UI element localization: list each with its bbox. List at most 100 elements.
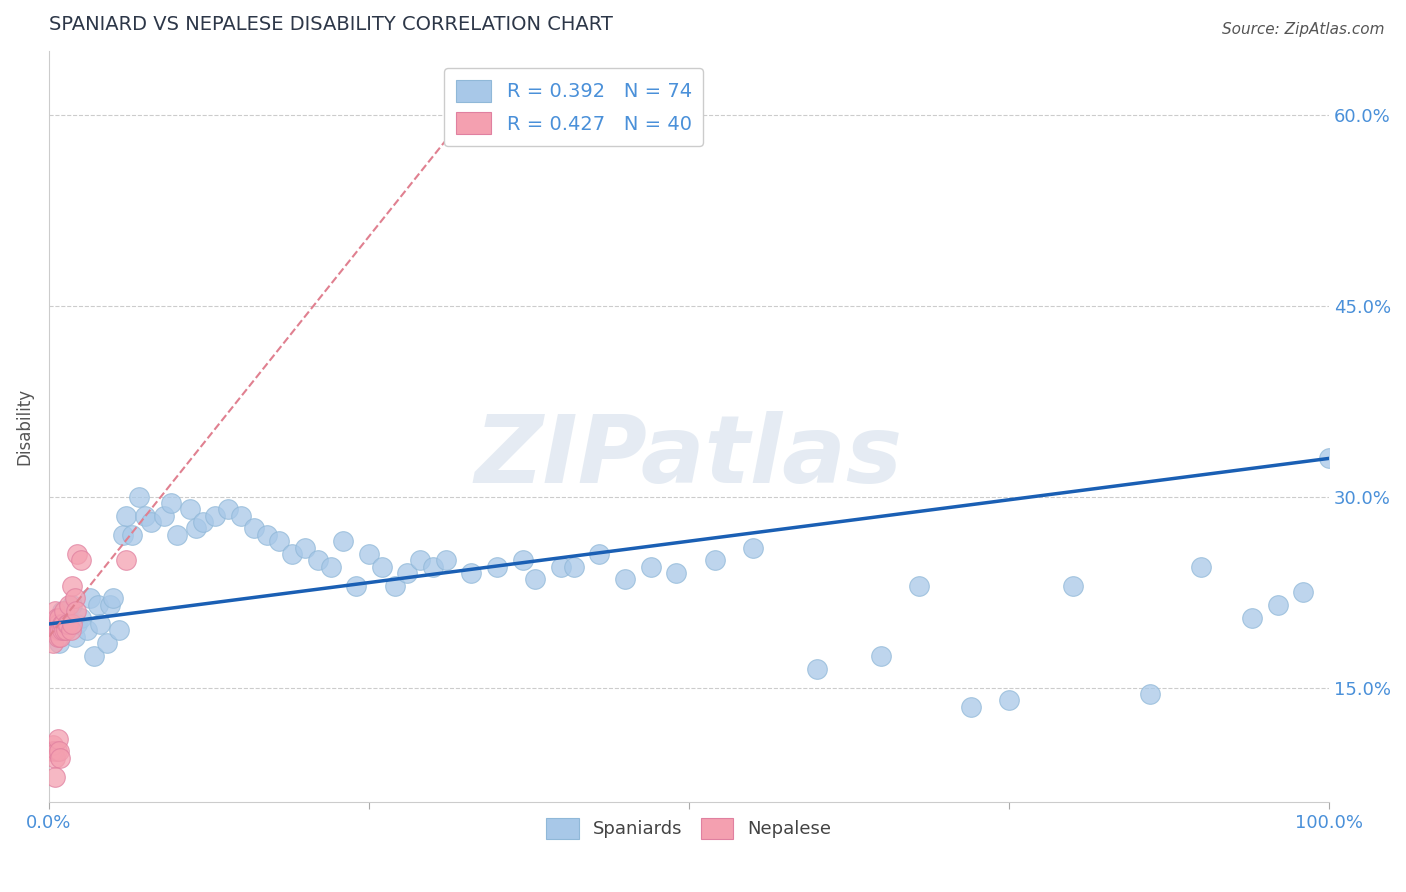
Legend: Spaniards, Nepalese: Spaniards, Nepalese bbox=[538, 811, 839, 846]
Point bbox=[48, 610, 70, 624]
Point bbox=[42, 617, 65, 632]
Point bbox=[332, 534, 354, 549]
Point bbox=[121, 528, 143, 542]
Point bbox=[46, 610, 69, 624]
Point bbox=[44, 617, 66, 632]
Point bbox=[49, 624, 72, 638]
Point bbox=[1062, 579, 1084, 593]
Point bbox=[870, 648, 893, 663]
Point bbox=[908, 579, 931, 593]
Point bbox=[179, 502, 201, 516]
Point bbox=[434, 553, 457, 567]
Point bbox=[49, 750, 72, 764]
Point bbox=[1317, 451, 1340, 466]
Point bbox=[141, 515, 163, 529]
Point bbox=[384, 579, 406, 593]
Point bbox=[319, 559, 342, 574]
Point bbox=[44, 770, 66, 784]
Point bbox=[60, 579, 83, 593]
Point bbox=[56, 617, 79, 632]
Point bbox=[550, 559, 572, 574]
Point bbox=[41, 744, 63, 758]
Point bbox=[422, 559, 444, 574]
Point bbox=[229, 508, 252, 523]
Point bbox=[307, 553, 329, 567]
Text: SPANIARD VS NEPALESE DISABILITY CORRELATION CHART: SPANIARD VS NEPALESE DISABILITY CORRELAT… bbox=[49, 15, 613, 34]
Point bbox=[49, 630, 72, 644]
Point bbox=[665, 566, 688, 580]
Point bbox=[83, 648, 105, 663]
Point bbox=[56, 617, 79, 632]
Point bbox=[409, 553, 432, 567]
Point bbox=[1139, 687, 1161, 701]
Point bbox=[703, 553, 725, 567]
Point bbox=[1292, 585, 1315, 599]
Point bbox=[46, 731, 69, 746]
Text: Source: ZipAtlas.com: Source: ZipAtlas.com bbox=[1222, 22, 1385, 37]
Point bbox=[485, 559, 508, 574]
Point bbox=[63, 591, 86, 606]
Point bbox=[44, 604, 66, 618]
Point bbox=[55, 624, 77, 638]
Point bbox=[79, 591, 101, 606]
Point bbox=[186, 521, 208, 535]
Point bbox=[998, 693, 1021, 707]
Point bbox=[640, 559, 662, 574]
Point bbox=[65, 604, 87, 618]
Point bbox=[100, 598, 122, 612]
Point bbox=[42, 744, 65, 758]
Point bbox=[588, 547, 610, 561]
Point bbox=[114, 553, 136, 567]
Point bbox=[562, 559, 585, 574]
Point bbox=[53, 624, 76, 638]
Point bbox=[242, 521, 264, 535]
Point bbox=[70, 553, 93, 567]
Point bbox=[45, 624, 67, 638]
Point bbox=[512, 553, 534, 567]
Point bbox=[70, 610, 93, 624]
Point bbox=[524, 573, 547, 587]
Point bbox=[60, 617, 83, 632]
Point bbox=[281, 547, 304, 561]
Point bbox=[76, 624, 98, 638]
Point bbox=[56, 617, 79, 632]
Point bbox=[66, 547, 89, 561]
Point bbox=[48, 624, 70, 638]
Point bbox=[256, 528, 278, 542]
Point bbox=[108, 624, 131, 638]
Point bbox=[48, 744, 70, 758]
Point bbox=[269, 534, 291, 549]
Point bbox=[48, 636, 70, 650]
Point bbox=[51, 624, 73, 638]
Point bbox=[159, 496, 181, 510]
Point bbox=[60, 598, 83, 612]
Point bbox=[44, 624, 66, 638]
Point bbox=[166, 528, 188, 542]
Point bbox=[51, 617, 73, 632]
Point bbox=[46, 617, 69, 632]
Point bbox=[101, 591, 124, 606]
Point bbox=[396, 566, 419, 580]
Y-axis label: Disability: Disability bbox=[15, 388, 32, 465]
Point bbox=[371, 559, 394, 574]
Point bbox=[294, 541, 316, 555]
Point bbox=[357, 547, 380, 561]
Point bbox=[96, 636, 118, 650]
Point bbox=[45, 610, 67, 624]
Point bbox=[1267, 598, 1289, 612]
Point bbox=[86, 598, 108, 612]
Point bbox=[53, 624, 76, 638]
Point bbox=[58, 598, 80, 612]
Point bbox=[59, 624, 82, 638]
Point bbox=[204, 508, 226, 523]
Point bbox=[460, 566, 482, 580]
Point bbox=[1189, 559, 1212, 574]
Point bbox=[153, 508, 176, 523]
Point bbox=[44, 750, 66, 764]
Point bbox=[344, 579, 367, 593]
Point bbox=[41, 624, 63, 638]
Point bbox=[45, 744, 67, 758]
Point bbox=[114, 508, 136, 523]
Point bbox=[42, 636, 65, 650]
Point bbox=[51, 604, 73, 618]
